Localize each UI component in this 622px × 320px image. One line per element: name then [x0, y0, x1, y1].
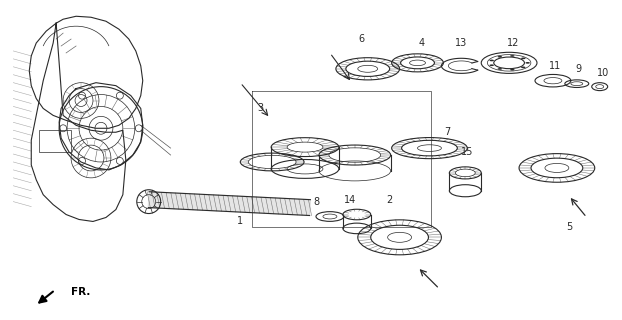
- Text: 3: 3: [257, 103, 263, 114]
- Ellipse shape: [510, 69, 514, 71]
- Text: 6: 6: [359, 34, 365, 44]
- Polygon shape: [148, 192, 310, 215]
- Ellipse shape: [490, 60, 494, 61]
- Ellipse shape: [490, 64, 494, 66]
- Text: 5: 5: [566, 222, 572, 232]
- Text: 11: 11: [549, 61, 561, 71]
- Ellipse shape: [498, 56, 502, 58]
- Text: 10: 10: [596, 68, 609, 78]
- Text: 12: 12: [507, 38, 519, 48]
- Text: 9: 9: [576, 64, 582, 74]
- Ellipse shape: [521, 67, 526, 68]
- Ellipse shape: [526, 62, 530, 64]
- Text: 2: 2: [386, 195, 392, 205]
- Bar: [39, 130, 71, 152]
- Text: 8: 8: [313, 196, 319, 207]
- Text: FR.: FR.: [71, 287, 90, 297]
- Text: 4: 4: [419, 38, 425, 48]
- Text: 13: 13: [455, 38, 468, 48]
- Text: 7: 7: [444, 127, 450, 137]
- Ellipse shape: [521, 58, 526, 59]
- Ellipse shape: [510, 55, 514, 57]
- Text: 14: 14: [344, 195, 356, 205]
- Text: 15: 15: [461, 147, 473, 157]
- Text: 1: 1: [237, 216, 243, 227]
- Ellipse shape: [498, 68, 502, 70]
